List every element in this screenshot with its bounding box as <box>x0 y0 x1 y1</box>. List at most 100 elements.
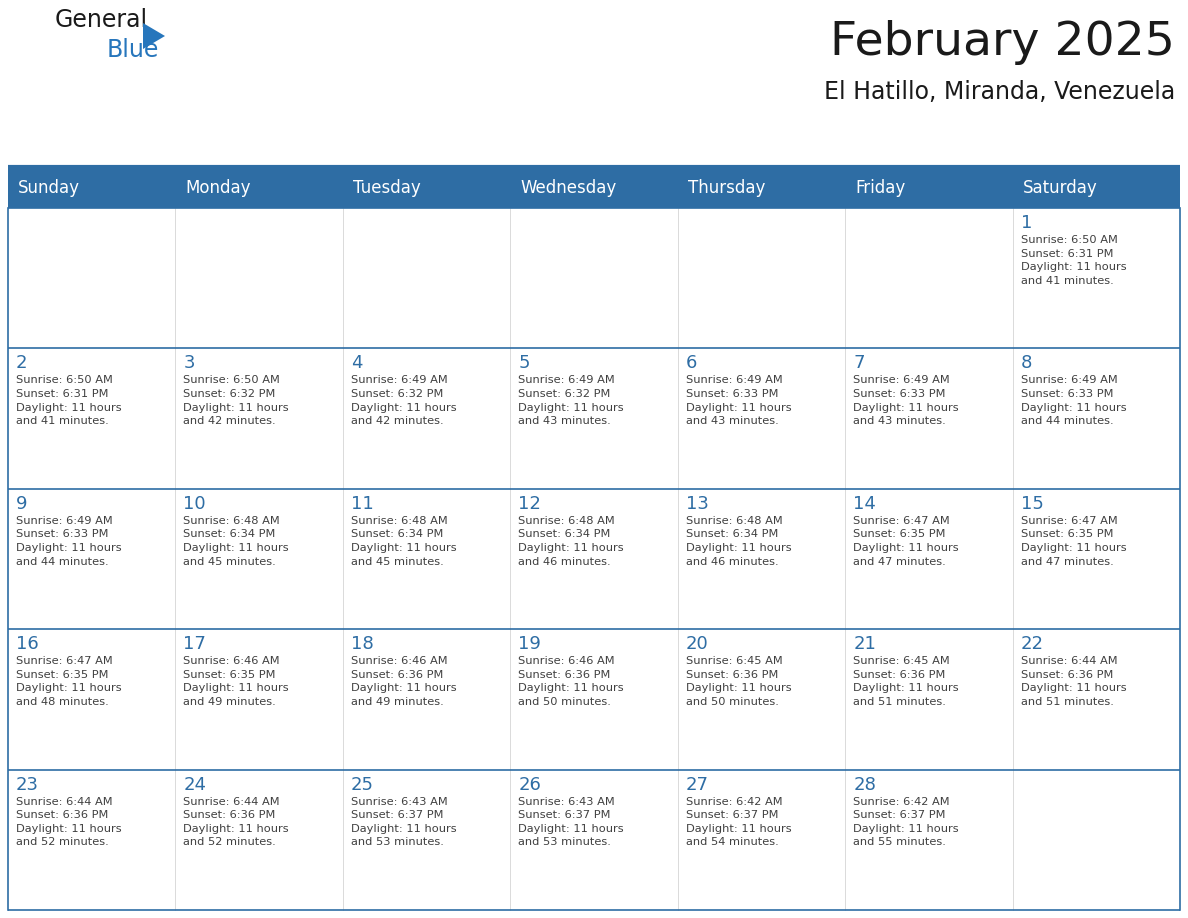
Text: Sunrise: 6:47 AM
Sunset: 6:35 PM
Daylight: 11 hours
and 47 minutes.: Sunrise: 6:47 AM Sunset: 6:35 PM Dayligh… <box>853 516 959 566</box>
Text: Sunrise: 6:49 AM
Sunset: 6:32 PM
Daylight: 11 hours
and 43 minutes.: Sunrise: 6:49 AM Sunset: 6:32 PM Dayligh… <box>518 375 624 426</box>
Text: 14: 14 <box>853 495 876 513</box>
Text: 9: 9 <box>15 495 27 513</box>
Bar <box>677 488 845 629</box>
Bar <box>677 208 845 349</box>
Text: Sunrise: 6:45 AM
Sunset: 6:36 PM
Daylight: 11 hours
and 51 minutes.: Sunrise: 6:45 AM Sunset: 6:36 PM Dayligh… <box>853 656 959 707</box>
Bar <box>1012 208 1180 349</box>
Text: February 2025: February 2025 <box>830 20 1175 65</box>
Bar <box>511 208 677 349</box>
Text: 11: 11 <box>350 495 373 513</box>
Text: 24: 24 <box>183 776 207 793</box>
Text: 20: 20 <box>685 635 708 654</box>
Bar <box>511 629 677 769</box>
Text: Monday: Monday <box>185 179 251 197</box>
Text: Sunrise: 6:49 AM
Sunset: 6:33 PM
Daylight: 11 hours
and 44 minutes.: Sunrise: 6:49 AM Sunset: 6:33 PM Dayligh… <box>15 516 121 566</box>
Bar <box>845 349 1012 488</box>
Text: 17: 17 <box>183 635 207 654</box>
Text: 6: 6 <box>685 354 697 373</box>
Text: Sunrise: 6:49 AM
Sunset: 6:33 PM
Daylight: 11 hours
and 43 minutes.: Sunrise: 6:49 AM Sunset: 6:33 PM Dayligh… <box>853 375 959 426</box>
Text: General: General <box>55 8 148 32</box>
Text: Sunrise: 6:50 AM
Sunset: 6:31 PM
Daylight: 11 hours
and 41 minutes.: Sunrise: 6:50 AM Sunset: 6:31 PM Dayligh… <box>1020 235 1126 285</box>
Bar <box>176 488 343 629</box>
Text: Sunrise: 6:42 AM
Sunset: 6:37 PM
Daylight: 11 hours
and 54 minutes.: Sunrise: 6:42 AM Sunset: 6:37 PM Dayligh… <box>685 797 791 847</box>
Text: Sunrise: 6:50 AM
Sunset: 6:32 PM
Daylight: 11 hours
and 42 minutes.: Sunrise: 6:50 AM Sunset: 6:32 PM Dayligh… <box>183 375 289 426</box>
Bar <box>176 208 343 349</box>
Bar <box>1012 488 1180 629</box>
Text: 27: 27 <box>685 776 709 793</box>
Text: 13: 13 <box>685 495 708 513</box>
Bar <box>343 629 511 769</box>
Bar <box>1012 349 1180 488</box>
Text: 15: 15 <box>1020 495 1043 513</box>
Text: 22: 22 <box>1020 635 1043 654</box>
Text: 26: 26 <box>518 776 542 793</box>
Text: 16: 16 <box>15 635 39 654</box>
Bar <box>845 769 1012 910</box>
Text: 4: 4 <box>350 354 362 373</box>
Text: Sunrise: 6:48 AM
Sunset: 6:34 PM
Daylight: 11 hours
and 45 minutes.: Sunrise: 6:48 AM Sunset: 6:34 PM Dayligh… <box>350 516 456 566</box>
Text: 10: 10 <box>183 495 206 513</box>
Text: 28: 28 <box>853 776 876 793</box>
Text: Wednesday: Wednesday <box>520 179 617 197</box>
Text: Sunrise: 6:48 AM
Sunset: 6:34 PM
Daylight: 11 hours
and 46 minutes.: Sunrise: 6:48 AM Sunset: 6:34 PM Dayligh… <box>518 516 624 566</box>
Bar <box>176 349 343 488</box>
Text: Sunrise: 6:44 AM
Sunset: 6:36 PM
Daylight: 11 hours
and 52 minutes.: Sunrise: 6:44 AM Sunset: 6:36 PM Dayligh… <box>183 797 289 847</box>
Text: 18: 18 <box>350 635 373 654</box>
Text: Sunrise: 6:50 AM
Sunset: 6:31 PM
Daylight: 11 hours
and 41 minutes.: Sunrise: 6:50 AM Sunset: 6:31 PM Dayligh… <box>15 375 121 426</box>
Text: 7: 7 <box>853 354 865 373</box>
Text: Sunrise: 6:43 AM
Sunset: 6:37 PM
Daylight: 11 hours
and 53 minutes.: Sunrise: 6:43 AM Sunset: 6:37 PM Dayligh… <box>518 797 624 847</box>
Text: Sunrise: 6:46 AM
Sunset: 6:36 PM
Daylight: 11 hours
and 50 minutes.: Sunrise: 6:46 AM Sunset: 6:36 PM Dayligh… <box>518 656 624 707</box>
Polygon shape <box>143 23 165 49</box>
Bar <box>677 629 845 769</box>
Text: Sunrise: 6:49 AM
Sunset: 6:33 PM
Daylight: 11 hours
and 44 minutes.: Sunrise: 6:49 AM Sunset: 6:33 PM Dayligh… <box>1020 375 1126 426</box>
Text: 1: 1 <box>1020 214 1032 232</box>
Bar <box>8 208 176 349</box>
Text: Saturday: Saturday <box>1023 179 1098 197</box>
Text: Sunrise: 6:47 AM
Sunset: 6:35 PM
Daylight: 11 hours
and 47 minutes.: Sunrise: 6:47 AM Sunset: 6:35 PM Dayligh… <box>1020 516 1126 566</box>
Bar <box>8 349 176 488</box>
Text: Thursday: Thursday <box>688 179 765 197</box>
Text: Tuesday: Tuesday <box>353 179 421 197</box>
Text: Sunrise: 6:43 AM
Sunset: 6:37 PM
Daylight: 11 hours
and 53 minutes.: Sunrise: 6:43 AM Sunset: 6:37 PM Dayligh… <box>350 797 456 847</box>
Text: 25: 25 <box>350 776 374 793</box>
Bar <box>176 629 343 769</box>
Text: Sunday: Sunday <box>18 179 80 197</box>
Text: Blue: Blue <box>107 38 159 62</box>
Bar <box>1012 629 1180 769</box>
Text: 3: 3 <box>183 354 195 373</box>
Bar <box>8 488 176 629</box>
Bar <box>8 168 1180 208</box>
Text: Sunrise: 6:44 AM
Sunset: 6:36 PM
Daylight: 11 hours
and 52 minutes.: Sunrise: 6:44 AM Sunset: 6:36 PM Dayligh… <box>15 797 121 847</box>
Text: 19: 19 <box>518 635 542 654</box>
Bar <box>1012 769 1180 910</box>
Text: Sunrise: 6:46 AM
Sunset: 6:35 PM
Daylight: 11 hours
and 49 minutes.: Sunrise: 6:46 AM Sunset: 6:35 PM Dayligh… <box>183 656 289 707</box>
Bar <box>677 349 845 488</box>
Text: Sunrise: 6:44 AM
Sunset: 6:36 PM
Daylight: 11 hours
and 51 minutes.: Sunrise: 6:44 AM Sunset: 6:36 PM Dayligh… <box>1020 656 1126 707</box>
Bar <box>8 769 176 910</box>
Bar <box>343 349 511 488</box>
Text: 8: 8 <box>1020 354 1032 373</box>
Text: Sunrise: 6:48 AM
Sunset: 6:34 PM
Daylight: 11 hours
and 45 minutes.: Sunrise: 6:48 AM Sunset: 6:34 PM Dayligh… <box>183 516 289 566</box>
Text: Sunrise: 6:49 AM
Sunset: 6:33 PM
Daylight: 11 hours
and 43 minutes.: Sunrise: 6:49 AM Sunset: 6:33 PM Dayligh… <box>685 375 791 426</box>
Text: Sunrise: 6:42 AM
Sunset: 6:37 PM
Daylight: 11 hours
and 55 minutes.: Sunrise: 6:42 AM Sunset: 6:37 PM Dayligh… <box>853 797 959 847</box>
Text: 5: 5 <box>518 354 530 373</box>
Bar <box>511 349 677 488</box>
Bar <box>845 488 1012 629</box>
Text: Friday: Friday <box>855 179 905 197</box>
Text: 12: 12 <box>518 495 542 513</box>
Text: Sunrise: 6:49 AM
Sunset: 6:32 PM
Daylight: 11 hours
and 42 minutes.: Sunrise: 6:49 AM Sunset: 6:32 PM Dayligh… <box>350 375 456 426</box>
Bar <box>176 769 343 910</box>
Text: Sunrise: 6:46 AM
Sunset: 6:36 PM
Daylight: 11 hours
and 49 minutes.: Sunrise: 6:46 AM Sunset: 6:36 PM Dayligh… <box>350 656 456 707</box>
Bar <box>677 769 845 910</box>
Bar <box>511 488 677 629</box>
Text: El Hatillo, Miranda, Venezuela: El Hatillo, Miranda, Venezuela <box>823 80 1175 104</box>
Text: 21: 21 <box>853 635 876 654</box>
Text: 2: 2 <box>15 354 27 373</box>
Bar <box>8 629 176 769</box>
Bar <box>343 769 511 910</box>
Bar <box>511 769 677 910</box>
Bar <box>343 208 511 349</box>
Text: Sunrise: 6:47 AM
Sunset: 6:35 PM
Daylight: 11 hours
and 48 minutes.: Sunrise: 6:47 AM Sunset: 6:35 PM Dayligh… <box>15 656 121 707</box>
Text: Sunrise: 6:48 AM
Sunset: 6:34 PM
Daylight: 11 hours
and 46 minutes.: Sunrise: 6:48 AM Sunset: 6:34 PM Dayligh… <box>685 516 791 566</box>
Bar <box>845 629 1012 769</box>
